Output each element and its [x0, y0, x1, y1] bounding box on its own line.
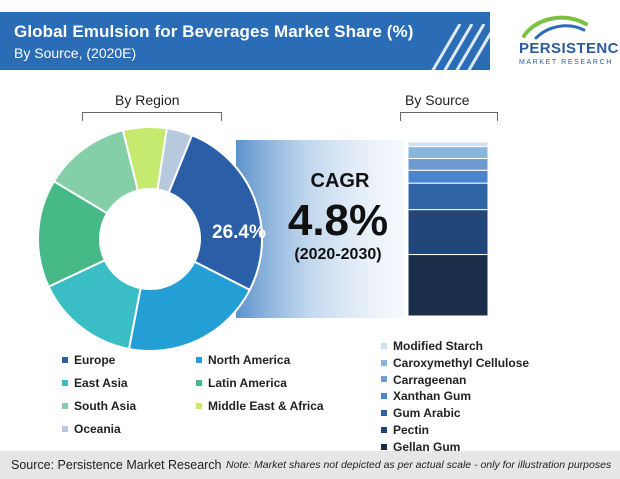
donut-slice-oceania [156, 127, 194, 194]
source-legend-item-xanthan-gum: Xanthan Gum [381, 389, 471, 403]
decorative-stripes [424, 24, 490, 82]
footer: Source: Persistence Market Research Note… [0, 451, 620, 479]
source-text: Source: Persistence Market Research [11, 458, 222, 472]
legend-label: Latin America [208, 376, 287, 390]
source-stacked-bar [407, 141, 489, 317]
region-legend-item-oceania: Oceania [62, 422, 121, 436]
source-legend-item-carrageenan: Carrageenan [381, 373, 466, 387]
by-region-bracket [82, 112, 222, 121]
legend-label: Gellan Gum [393, 439, 461, 454]
source-legend-item-gum-arabic: Gum Arabic [381, 406, 461, 420]
cagr-value: 4.8% [287, 196, 389, 245]
region-legend-item-south-asia: South Asia [62, 399, 136, 413]
legend-label: North America [208, 353, 291, 367]
legend-swatch [381, 410, 387, 417]
legend-label: Gum Arabic [393, 406, 461, 421]
legend-swatch [381, 393, 387, 400]
legend-swatch [381, 376, 387, 383]
source-legend-item-modified-starch: Modified Starch [381, 339, 483, 353]
legend-swatch [62, 402, 68, 409]
logo-tagline: MARKET RESEARCH [519, 59, 613, 66]
region-legend-item-middle-east-and-africa: Middle East & Africa [196, 399, 324, 413]
source-legend-item-pectin: Pectin [381, 423, 429, 437]
stack-segment-pectin [407, 209, 489, 256]
by-source-label: By Source [405, 92, 470, 108]
legend-label: Middle East & Africa [208, 399, 324, 413]
legend-swatch [62, 379, 68, 386]
legend-swatch [381, 342, 387, 349]
stack-segment-xanthan-gum [407, 169, 489, 184]
legend-label: Carrageenan [393, 372, 467, 387]
footer-note: Note: Market shares not depicted as per … [226, 459, 612, 471]
by-region-label: By Region [115, 92, 180, 108]
legend-swatch [62, 425, 68, 432]
by-source-bracket [400, 112, 498, 121]
chart-title: Global Emulsion for Beverages Market Sha… [14, 22, 414, 41]
legend-swatch [381, 359, 387, 366]
europe-share-label: 26.4% [212, 222, 266, 243]
region-legend-item-north-america: North America [196, 353, 290, 367]
legend-label: Modified Starch [393, 339, 484, 353]
legend-swatch [196, 356, 202, 363]
legend-swatch [381, 443, 387, 450]
chart-subtitle: By Source, (2020E) [14, 45, 137, 61]
stack-segment-caroxymethyl-cellulose [407, 146, 489, 160]
cagr-band [236, 140, 404, 318]
stack-segment-gellan-gum [407, 254, 489, 317]
title-banner: Global Emulsion for Beverages Market Sha… [0, 12, 490, 82]
legend-swatch [381, 426, 387, 433]
cagr-label: CAGR [310, 170, 370, 192]
donut-slice-north-america [127, 260, 252, 352]
legend-label: Xanthan Gum [393, 389, 472, 404]
region-legend-item-east-asia: East Asia [62, 376, 128, 390]
region-donut [37, 126, 263, 352]
region-legend-item-latin-america: Latin America [196, 376, 287, 390]
stack-segment-gum-arabic [407, 182, 489, 211]
logo-name: PERSISTENCE [519, 40, 620, 57]
legend-swatch [196, 402, 202, 409]
header: Global Emulsion for Beverages Market Sha… [0, 0, 620, 82]
persistence-logo: PERSISTENCE MARKET RESEARCH [506, 12, 620, 72]
legend-label: East Asia [74, 376, 128, 390]
source-legend-item-gellan-gum: Gellan Gum [381, 440, 460, 454]
legend-label: Caroxymethyl Cellulose [393, 355, 530, 370]
legend-label: Europe [74, 353, 116, 367]
region-legend-item-europe: Europe [62, 353, 115, 367]
stack-segment-modified-starch [407, 141, 489, 148]
legend-swatch [62, 356, 68, 363]
logo-swirl-icon [522, 15, 588, 40]
source-legend-item-caroxymethyl-cellulose: Caroxymethyl Cellulose [381, 356, 529, 370]
legend-swatch [196, 379, 202, 386]
donut-slice-europe [167, 133, 263, 292]
legend-label: Oceania [74, 422, 121, 436]
cagr-period: (2020-2030) [294, 246, 382, 263]
legend-label: South Asia [74, 399, 137, 413]
stack-segment-carrageenan [407, 158, 489, 171]
legend-label: Pectin [393, 423, 430, 437]
